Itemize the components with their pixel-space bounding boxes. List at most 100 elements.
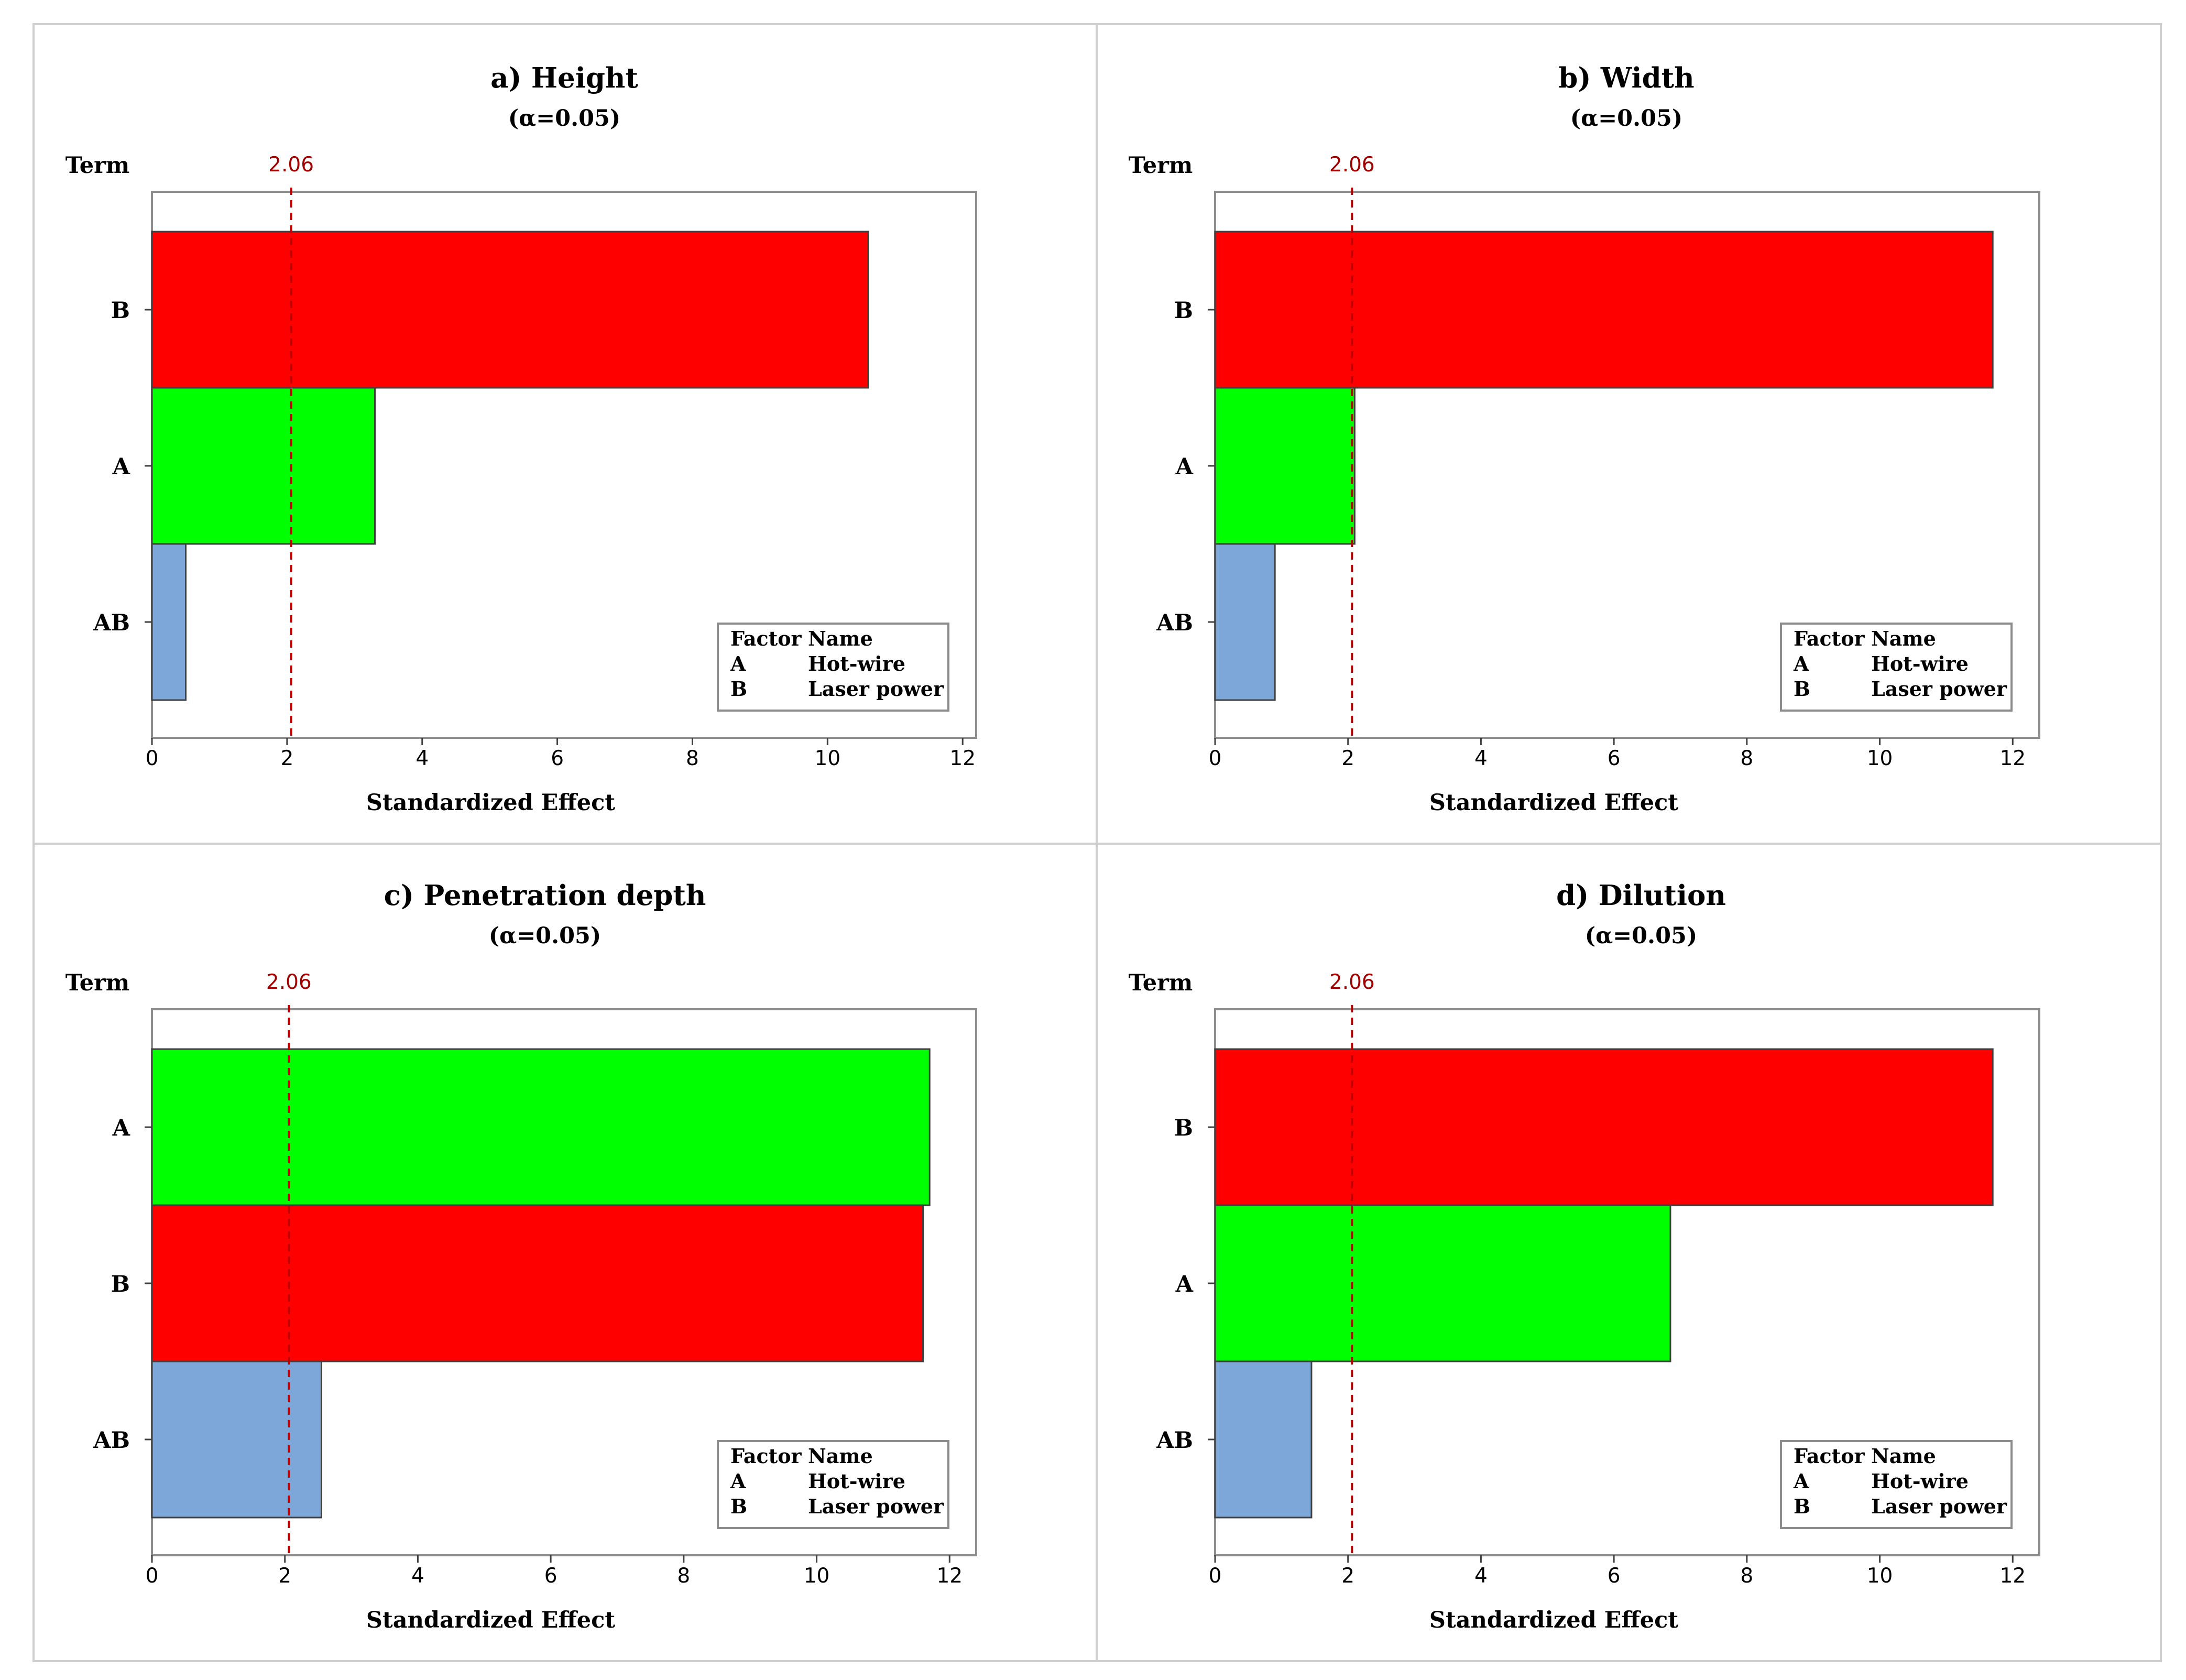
category-label-ab: AB	[93, 610, 130, 636]
legend-factor-b: B	[730, 1494, 747, 1518]
bar-ab	[151, 1360, 322, 1519]
legend-box	[1780, 623, 2013, 712]
x-axis-label: Standardized Effect	[366, 790, 615, 816]
x-tick-label: 6	[1608, 1564, 1621, 1588]
legend-header-name: Name	[1871, 627, 1936, 650]
x-tick-label: 10	[1867, 747, 1893, 770]
legend-factor-b: B	[730, 677, 747, 701]
reference-line-label: 2.06	[266, 970, 312, 994]
legend-name-a: Hot-wire	[808, 652, 905, 675]
legend-header-factor: Factor	[1794, 627, 1865, 650]
category-label-ab: AB	[1156, 1427, 1193, 1454]
panel-frames	[32, 23, 2162, 1662]
bar-b	[151, 231, 869, 389]
term-axis-label: Term	[65, 970, 130, 996]
legend-box	[717, 1440, 949, 1529]
category-label-b: B	[111, 1271, 130, 1297]
x-tick-label: 4	[416, 747, 429, 770]
legend-name-a: Hot-wire	[1871, 652, 1969, 675]
term-axis-label: Term	[1129, 970, 1193, 996]
legend-header-factor: Factor	[730, 627, 802, 650]
category-label-a: A	[1175, 454, 1194, 480]
category-label-a: A	[112, 1115, 130, 1141]
bar-ab	[151, 543, 187, 701]
legend-header-name: Name	[808, 627, 873, 650]
legend-factor-a: A	[1793, 1469, 1809, 1493]
x-axis-label: Standardized Effect	[366, 1607, 615, 1633]
term-axis-label: Term	[65, 152, 130, 179]
x-axis-label: Standardized Effect	[1429, 790, 1678, 816]
category-label-b: B	[111, 298, 130, 324]
legend-factor-b: B	[1794, 1494, 1810, 1518]
legend-box	[717, 623, 949, 712]
x-tick-label: 8	[1740, 1564, 1753, 1588]
category-label-b: B	[1174, 1115, 1193, 1141]
bar-a	[151, 387, 376, 545]
chart-panel-3: c) Penetration depth(α=0.05)TermABAB2.06…	[65, 879, 977, 1633]
x-tick-label: 10	[1867, 1564, 1893, 1588]
category-label-ab: AB	[1156, 610, 1193, 636]
category-label-ab: AB	[93, 1427, 130, 1454]
x-tick-label: 4	[411, 1564, 424, 1588]
x-tick-label: 0	[146, 747, 159, 770]
legend-factor-b: B	[1794, 677, 1810, 701]
legend-header-name: Name	[808, 1444, 873, 1468]
chart-title: b) Width	[1558, 62, 1694, 94]
x-tick-label: 4	[1474, 747, 1488, 770]
reference-line-label: 2.06	[1329, 153, 1375, 177]
x-tick-label: 2	[1341, 1564, 1354, 1588]
reference-line-label: 2.06	[1329, 970, 1375, 994]
x-tick-label: 0	[1209, 747, 1222, 770]
legend-name-a: Hot-wire	[808, 1469, 905, 1493]
x-tick-label: 2	[1341, 747, 1354, 770]
x-tick-label: 6	[1608, 747, 1621, 770]
x-tick-label: 12	[936, 1564, 963, 1588]
legend-header-name: Name	[1871, 1444, 1936, 1468]
legend-box	[1780, 1440, 2013, 1529]
x-tick-label: 4	[1474, 1564, 1488, 1588]
legend-factor-a: A	[1793, 652, 1809, 675]
x-tick-label: 8	[686, 747, 699, 770]
bar-a	[1214, 1204, 1671, 1362]
chart-subtitle: (α=0.05)	[1585, 923, 1698, 949]
category-label-a: A	[112, 454, 130, 480]
chart-subtitle: (α=0.05)	[489, 923, 602, 949]
chart-subtitle: (α=0.05)	[508, 105, 621, 132]
x-tick-label: 6	[551, 747, 564, 770]
x-tick-label: 12	[949, 747, 976, 770]
x-tick-label: 12	[1999, 747, 2026, 770]
term-axis-label: Term	[1129, 152, 1193, 179]
legend-name-a: Hot-wire	[1871, 1469, 1969, 1493]
chart-title: a) Height	[490, 62, 638, 94]
chart-title: c) Penetration depth	[384, 879, 706, 912]
bar-b	[151, 1204, 924, 1362]
bar-a	[1214, 387, 1356, 545]
legend-name-b: Laser power	[1871, 677, 2007, 701]
legend-factor-a: A	[730, 1469, 746, 1493]
legend-name-b: Laser power	[808, 677, 944, 701]
x-tick-label: 0	[1209, 1564, 1222, 1588]
category-label-a: A	[1175, 1271, 1194, 1297]
legend-factor-a: A	[730, 652, 746, 675]
x-tick-label: 0	[146, 1564, 159, 1588]
x-axis-label: Standardized Effect	[1429, 1607, 1678, 1633]
legend-name-b: Laser power	[1871, 1494, 2007, 1518]
x-tick-label: 8	[1740, 747, 1753, 770]
bar-ab	[1214, 543, 1276, 701]
chart-title: d) Dilution	[1556, 879, 1726, 912]
x-tick-label: 8	[677, 1564, 690, 1588]
x-tick-label: 10	[815, 747, 841, 770]
x-tick-label: 2	[278, 1564, 291, 1588]
bar-b	[1214, 231, 1994, 389]
x-tick-label: 6	[544, 1564, 558, 1588]
legend-header-factor: Factor	[1794, 1444, 1865, 1468]
legend-header-factor: Factor	[730, 1444, 802, 1468]
chart-subtitle: (α=0.05)	[1570, 105, 1683, 132]
legend-name-b: Laser power	[808, 1494, 944, 1518]
x-tick-label: 12	[1999, 1564, 2026, 1588]
